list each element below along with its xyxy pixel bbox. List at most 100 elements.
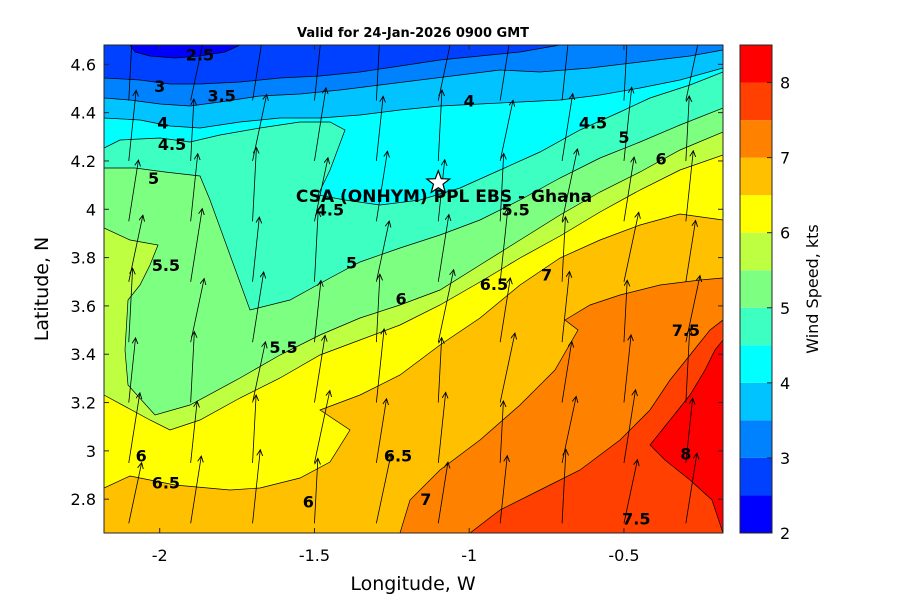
- wind-vector: [623, 335, 631, 403]
- colorbar-swatch: [740, 382, 772, 421]
- colorbar-tick-label: 7: [780, 149, 790, 168]
- wind-vector: [437, 90, 442, 161]
- wind-vector: [437, 270, 453, 343]
- x-tick-label: -2: [152, 546, 168, 565]
- wind-vector: [252, 217, 260, 282]
- contour-label: 7.5: [622, 510, 650, 529]
- y-tick-label: 4.4: [71, 104, 96, 123]
- wind-vector: [685, 398, 693, 463]
- y-tick-label: 4.2: [71, 152, 96, 171]
- y-axis-ticks: 2.8 3 3.2 3.4 3.6 3.8 4 4.2 4.4 4.6: [71, 55, 723, 509]
- y-tick-label: 3: [86, 442, 96, 461]
- colorbar-swatch: [740, 307, 772, 346]
- colorbar-tick-label: 5: [780, 299, 790, 318]
- wind-vector: [252, 272, 264, 343]
- wind-vector: [561, 94, 573, 162]
- y-tick-label: 4: [86, 200, 96, 219]
- x-axis-ticks: -2 -1.5 -1 -0.5: [152, 45, 640, 565]
- wind-vector: [252, 450, 261, 524]
- site-marker: CSA (ONHYM) PPL EBS - Ghana: [296, 168, 592, 207]
- contour-label: 4: [464, 92, 475, 111]
- wind-vector: [252, 147, 257, 222]
- contour-label: 6.5: [480, 275, 508, 294]
- wind-vector: [561, 396, 576, 464]
- wind-vector: [623, 280, 627, 343]
- contour-label: 7.5: [672, 321, 700, 340]
- contour-label: 4.5: [316, 200, 344, 219]
- contour-label: 3.5: [207, 87, 235, 106]
- contour-band-below-2.5: [129, 45, 241, 59]
- wind-vector: [499, 456, 507, 524]
- wind-vector: [375, 96, 383, 162]
- contour-label: 4.5: [579, 113, 607, 132]
- wind-vector: [314, 45, 321, 101]
- wind-vector: [437, 45, 451, 101]
- contour-label: 4: [157, 113, 168, 132]
- wind-vector: [375, 45, 380, 101]
- plot-area: [104, 45, 723, 533]
- contour-labels: 2.5 3 3.5 4 4 4.5 4.5 4.5 5 5 5 5.5 5.5 5.5 6 6 6 6 6.5 6.5…: [136, 46, 700, 529]
- y-tick-label: 3.8: [71, 249, 96, 268]
- wind-vector: [128, 393, 140, 464]
- x-tick-label: -1.5: [299, 546, 330, 565]
- x-tick-label: -0.5: [608, 546, 639, 565]
- wind-vector: [561, 272, 569, 343]
- contour-label: 2.5: [186, 46, 214, 65]
- wind-vector: [314, 158, 328, 222]
- colorbar: 2 3 4 5 6 7 8: [739, 44, 790, 543]
- colorbar-swatch: [740, 232, 772, 271]
- wind-vector: [437, 215, 449, 282]
- wind-vector: [623, 157, 634, 222]
- contour-band-7.5-8: [469, 319, 723, 533]
- colorbar-tick-label: 2: [780, 524, 790, 543]
- colorbar-swatch: [740, 420, 772, 458]
- wind-vector: [314, 458, 317, 524]
- wind-vector: [561, 45, 568, 101]
- wind-vector: [190, 332, 195, 403]
- wind-vector: [128, 90, 136, 162]
- wind-vector: [623, 390, 636, 464]
- wind-vector: [685, 96, 689, 161]
- colorbar-tick-label: 8: [780, 74, 790, 93]
- contour-label: 4.5: [158, 135, 186, 154]
- wind-vector: [561, 149, 577, 222]
- wind-vector: [314, 211, 318, 282]
- wind-vector: [499, 45, 510, 101]
- colorbar-swatch: [740, 45, 772, 83]
- wind-vector: [375, 221, 389, 282]
- y-tick-label: 2.8: [71, 490, 96, 509]
- contour-label: 8: [680, 444, 691, 463]
- y-tick-label: 3.4: [71, 345, 96, 364]
- wind-vector: [128, 45, 133, 101]
- colorbar-tick-label: 6: [780, 224, 790, 243]
- contour-label: 3: [154, 77, 165, 96]
- wind-vector: [128, 160, 139, 222]
- wind-vector: [561, 217, 565, 282]
- wind-vector: [190, 154, 198, 222]
- wind-vector: [252, 94, 267, 162]
- colorbar-frame: [739, 44, 773, 534]
- contour-label: 7: [420, 490, 431, 509]
- y-tick-label: 3.2: [71, 394, 96, 413]
- wind-vector: [685, 453, 697, 524]
- wind-vector: [375, 454, 391, 524]
- colorbar-swatch: [740, 157, 772, 196]
- contour-label: 6: [396, 290, 407, 309]
- wind-vector: [685, 329, 690, 403]
- wind-vector: [252, 342, 266, 403]
- colorbar-swatch: [740, 82, 772, 121]
- contour-label: 5.5: [269, 338, 297, 357]
- wind-vector: [128, 215, 143, 282]
- wind-vector: [190, 45, 203, 101]
- contour-band-2.5-3: [104, 45, 561, 85]
- colorbar-label: Wind Speed, kts: [803, 224, 822, 354]
- wind-vector: [499, 100, 513, 162]
- wind-vector: [190, 209, 203, 282]
- wind-vector: [623, 45, 628, 101]
- wind-vector: [190, 401, 197, 463]
- contour-label: 6: [303, 493, 314, 512]
- wind-vector: [128, 268, 133, 343]
- colorbar-swatch: [740, 457, 772, 496]
- colorbar-swatch: [740, 270, 772, 308]
- contour-label: 7: [541, 266, 552, 285]
